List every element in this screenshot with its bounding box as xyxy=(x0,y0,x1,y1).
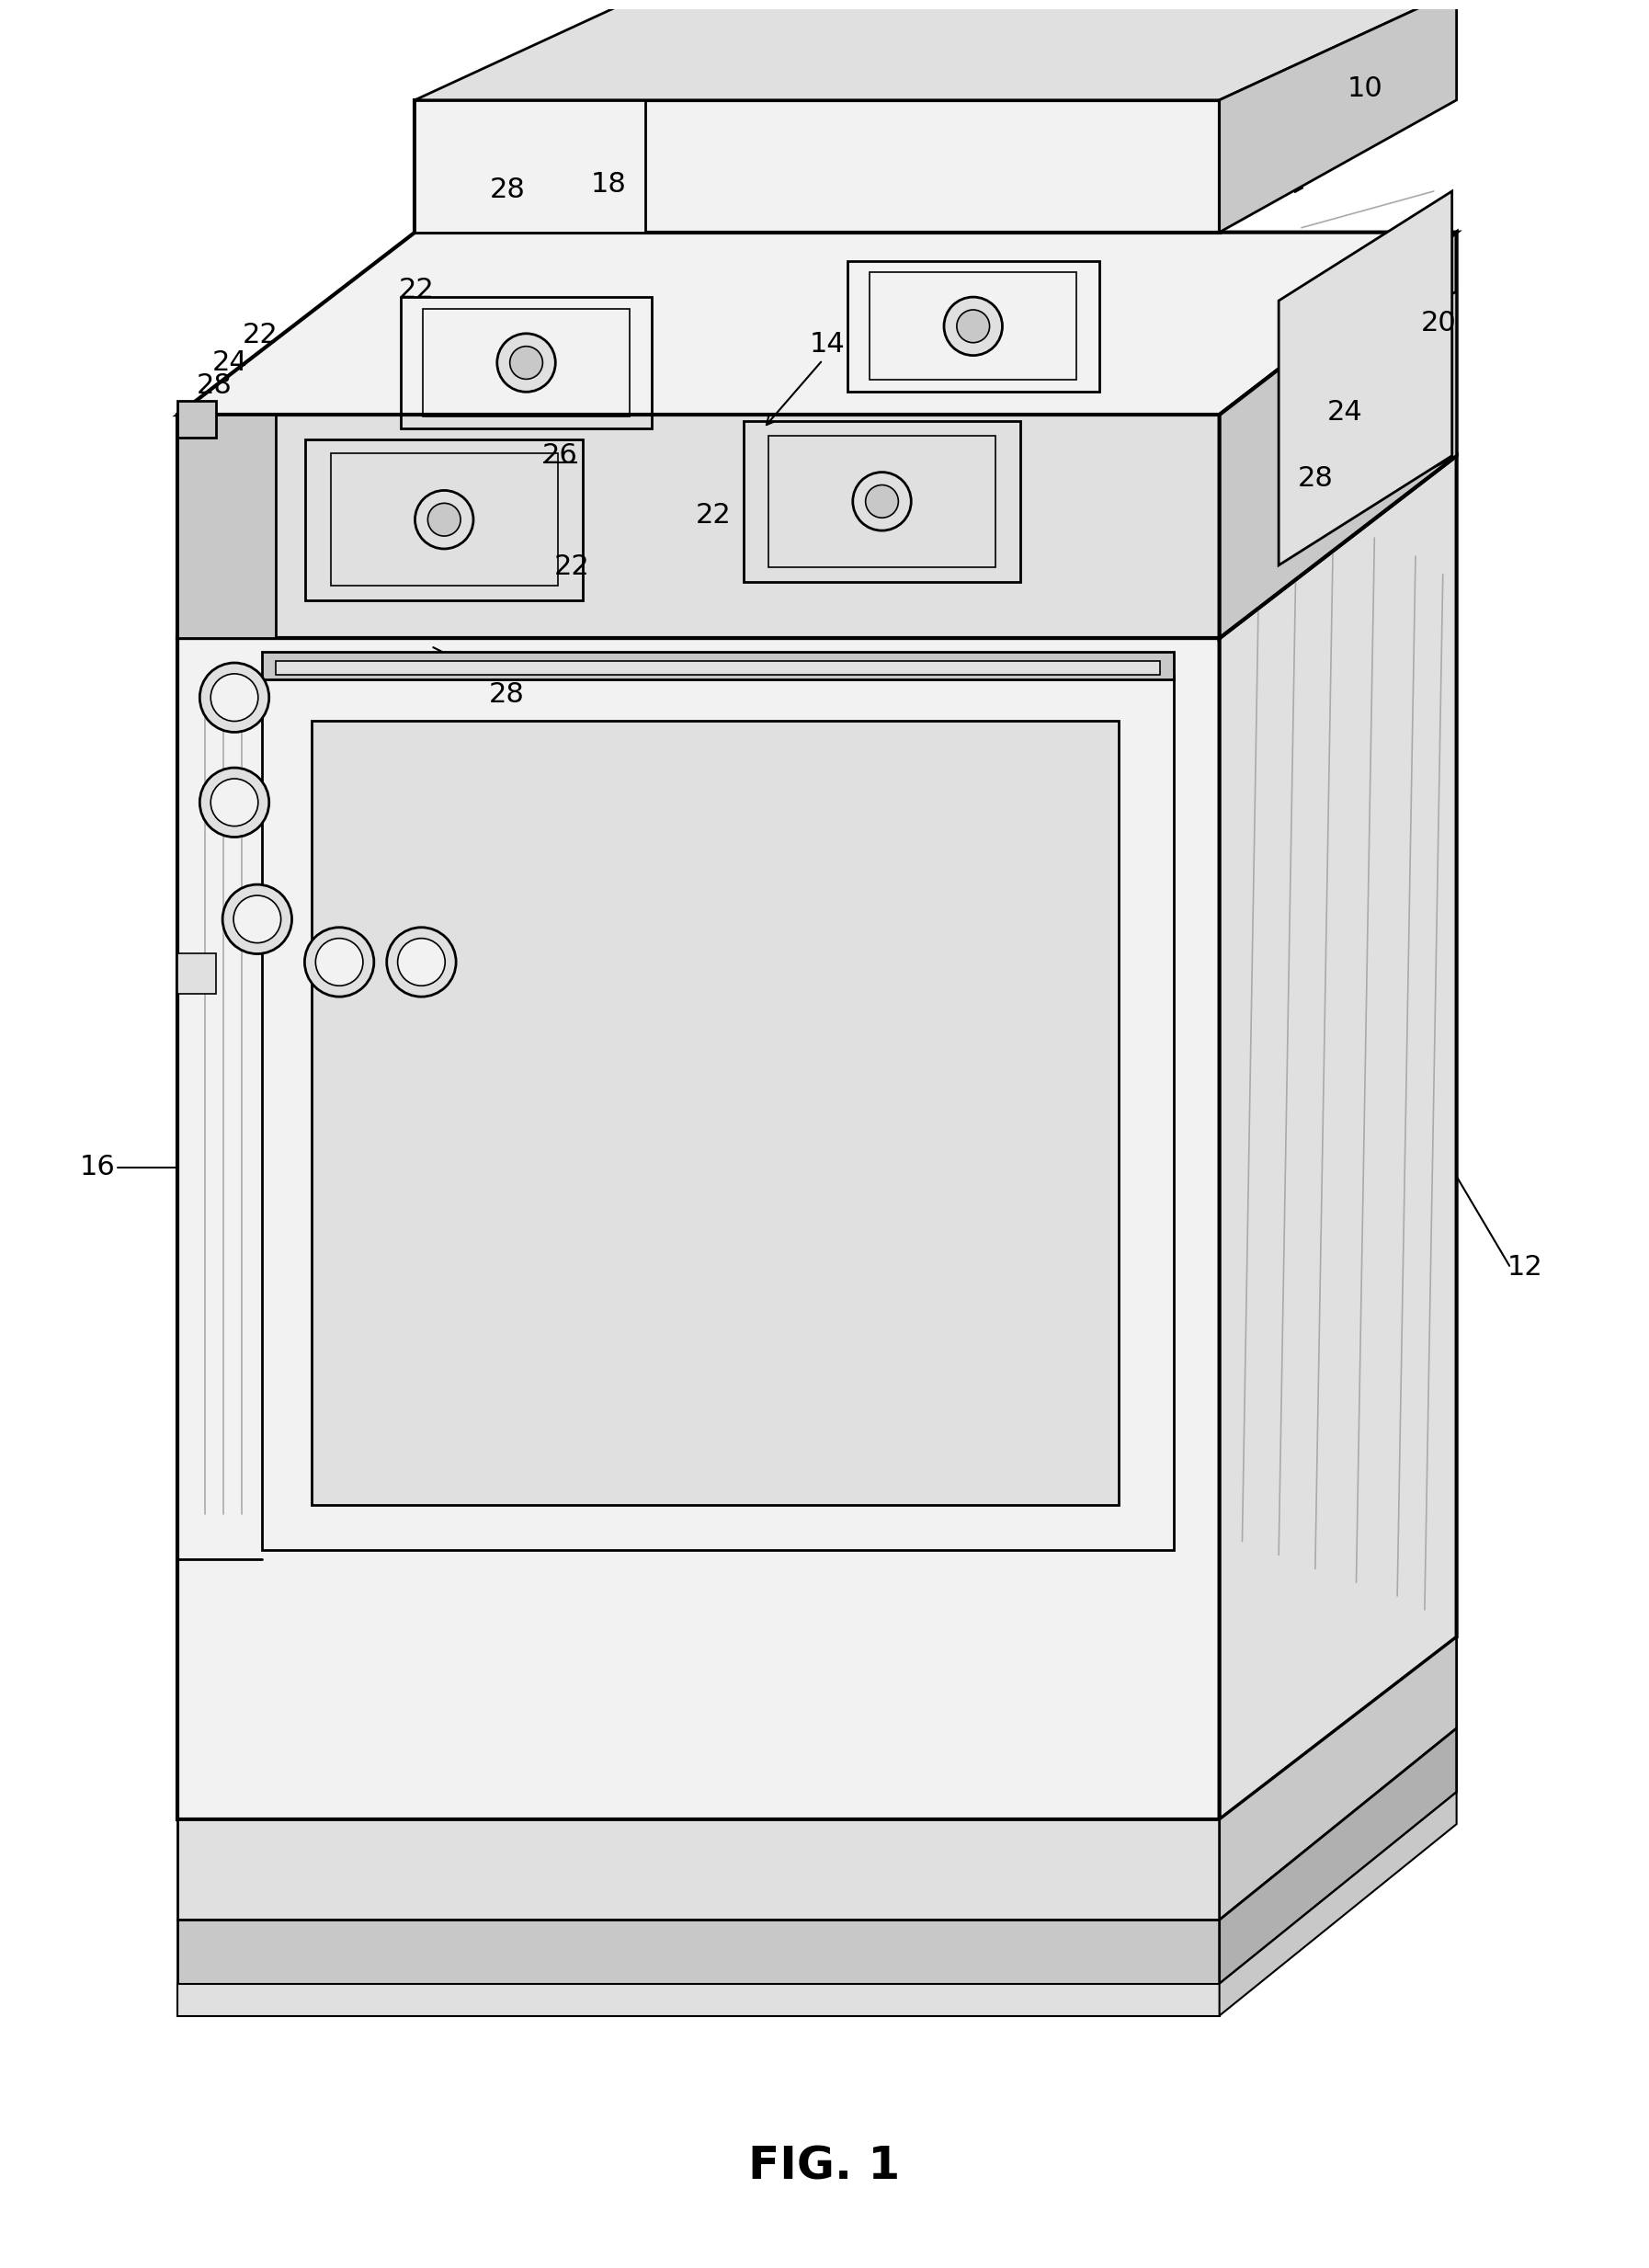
Polygon shape xyxy=(262,651,1174,678)
Polygon shape xyxy=(275,660,1161,674)
Circle shape xyxy=(956,311,989,342)
Polygon shape xyxy=(178,637,1219,1819)
Polygon shape xyxy=(416,0,1456,100)
Text: 24: 24 xyxy=(1327,399,1364,426)
Text: 24: 24 xyxy=(213,349,247,376)
Text: 22: 22 xyxy=(399,277,435,304)
Polygon shape xyxy=(178,401,216,438)
Text: 22: 22 xyxy=(242,322,277,349)
Polygon shape xyxy=(178,1921,1219,1984)
Circle shape xyxy=(315,939,363,987)
Text: 26: 26 xyxy=(543,442,577,469)
Circle shape xyxy=(211,674,259,721)
Text: FIG. 1: FIG. 1 xyxy=(749,2143,900,2189)
Circle shape xyxy=(943,297,1003,356)
Text: 22: 22 xyxy=(696,501,731,528)
Polygon shape xyxy=(178,231,1456,415)
Polygon shape xyxy=(416,100,1219,231)
Text: 28: 28 xyxy=(490,177,526,202)
Text: 12: 12 xyxy=(1507,1254,1543,1281)
Circle shape xyxy=(866,485,899,517)
Text: 10: 10 xyxy=(1347,75,1384,102)
Circle shape xyxy=(427,503,460,535)
Polygon shape xyxy=(312,721,1120,1504)
Circle shape xyxy=(200,662,269,733)
Polygon shape xyxy=(1278,191,1453,565)
Circle shape xyxy=(416,490,473,549)
Text: 22: 22 xyxy=(554,553,590,581)
Polygon shape xyxy=(178,415,1219,637)
Circle shape xyxy=(223,885,292,955)
Circle shape xyxy=(496,333,556,392)
Text: 28: 28 xyxy=(196,372,233,399)
Polygon shape xyxy=(416,100,645,231)
Circle shape xyxy=(234,896,280,943)
Polygon shape xyxy=(1219,1792,1456,2016)
Circle shape xyxy=(853,472,912,531)
Polygon shape xyxy=(178,1984,1219,2016)
Text: 18: 18 xyxy=(590,170,627,197)
Polygon shape xyxy=(1219,456,1456,1819)
Circle shape xyxy=(388,928,457,996)
Polygon shape xyxy=(1219,0,1456,231)
Polygon shape xyxy=(1219,1728,1456,1984)
Text: 28: 28 xyxy=(1298,465,1332,492)
Text: 14: 14 xyxy=(810,331,844,358)
Text: 16: 16 xyxy=(79,1154,115,1182)
Polygon shape xyxy=(178,1819,1219,1921)
Polygon shape xyxy=(262,674,1174,1551)
Circle shape xyxy=(510,347,543,379)
Polygon shape xyxy=(178,415,275,637)
Circle shape xyxy=(211,778,259,826)
Circle shape xyxy=(397,939,445,987)
Polygon shape xyxy=(1365,293,1456,501)
Polygon shape xyxy=(1219,231,1456,637)
Circle shape xyxy=(305,928,374,996)
Text: 20: 20 xyxy=(1420,311,1456,338)
Polygon shape xyxy=(178,953,216,993)
Circle shape xyxy=(200,769,269,837)
Polygon shape xyxy=(1219,1637,1456,1921)
Text: 28: 28 xyxy=(488,680,524,708)
